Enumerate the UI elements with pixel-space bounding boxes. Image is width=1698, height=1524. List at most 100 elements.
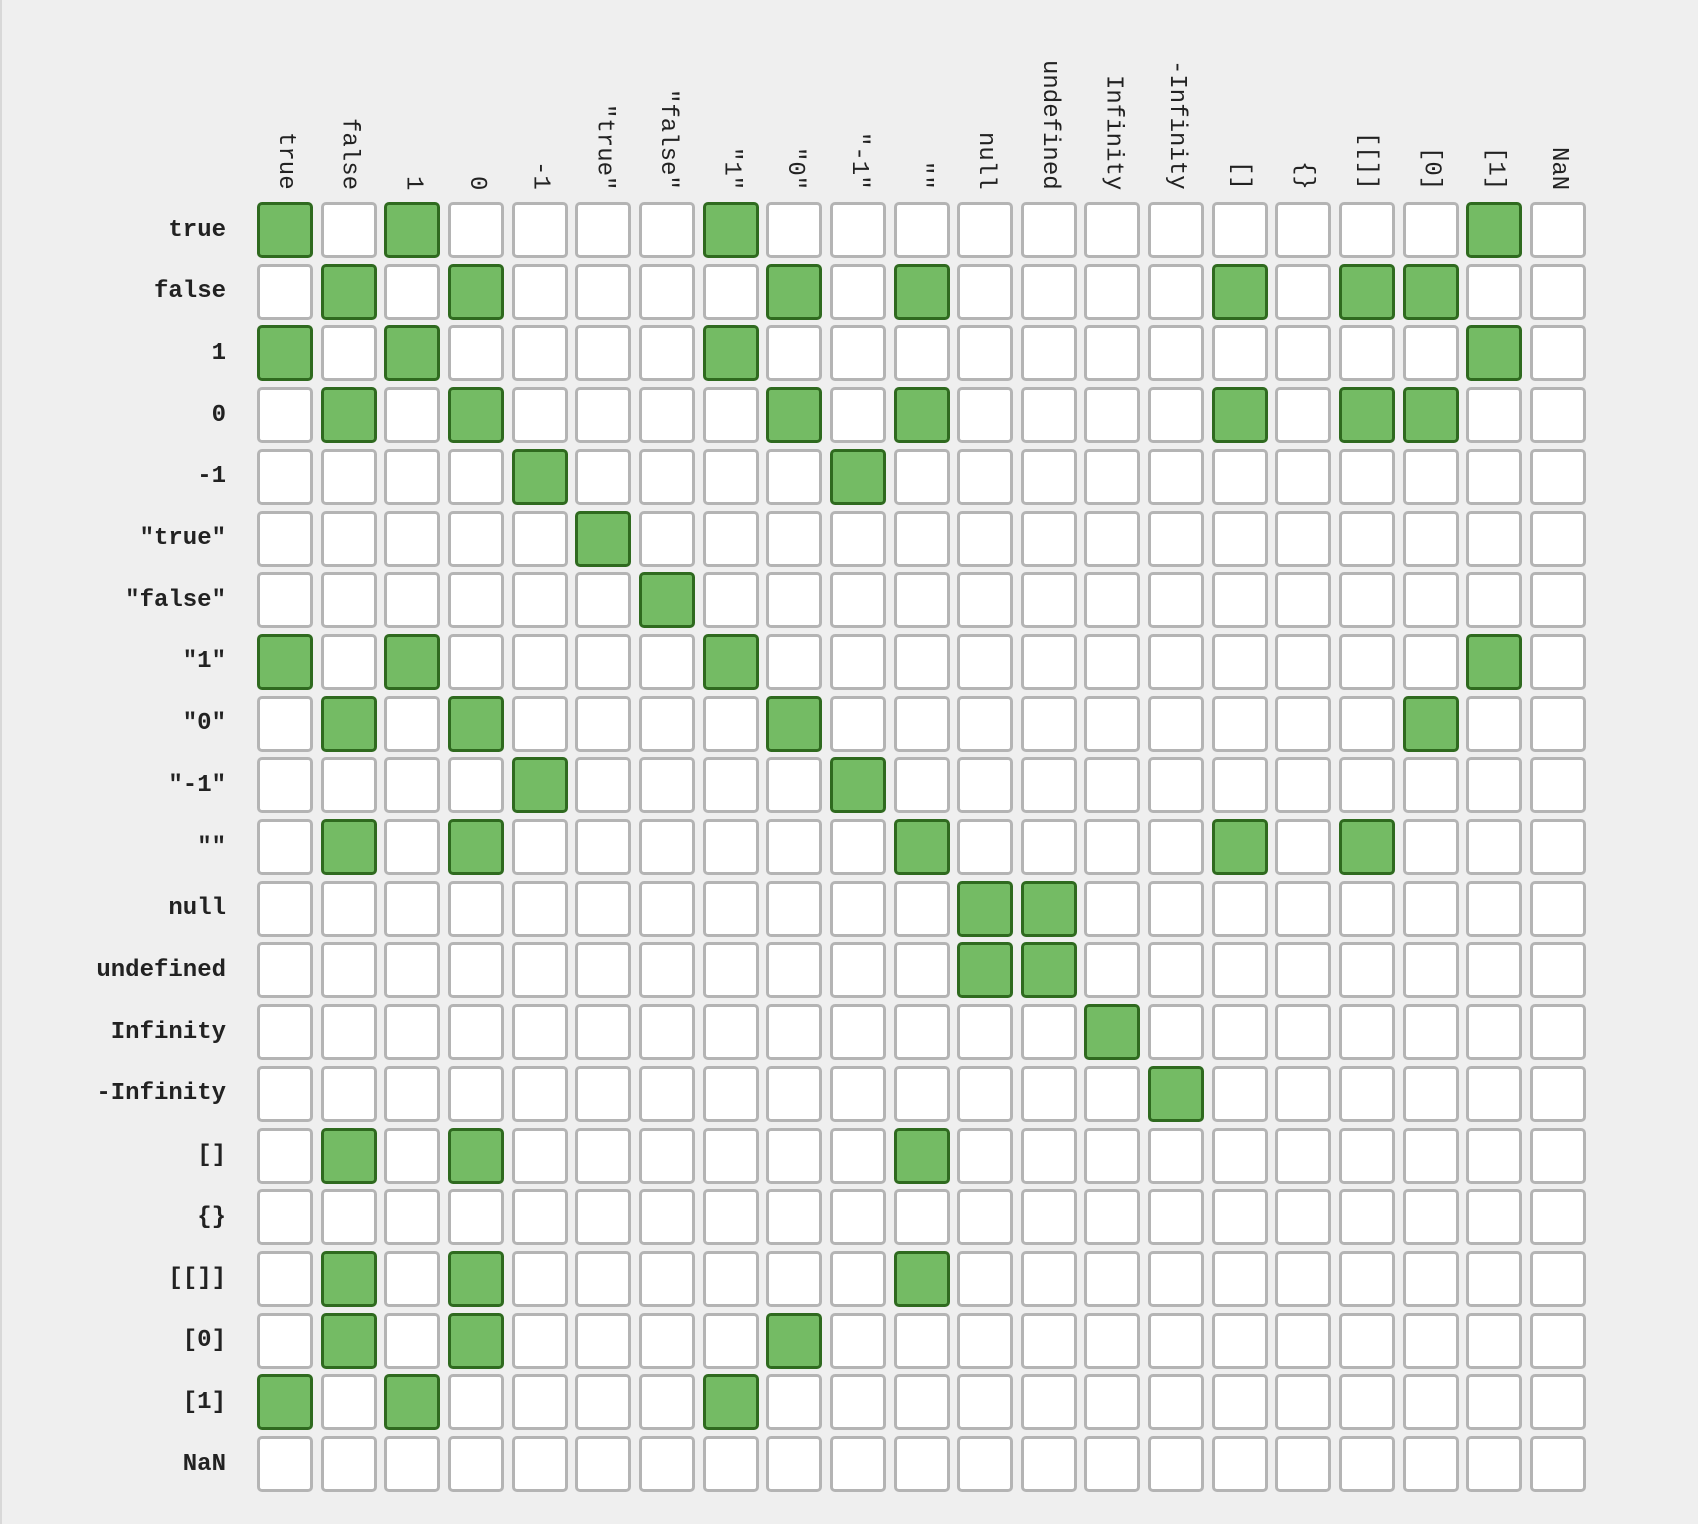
- unequal-cell: [384, 757, 441, 814]
- column-label: "true": [590, 103, 618, 190]
- unequal-cell: [447, 633, 504, 690]
- unequal-cell: [384, 572, 441, 629]
- column-header: false: [321, 20, 377, 190]
- unequal-cell: [638, 880, 695, 937]
- unequal-cell: [1084, 1374, 1141, 1431]
- unequal-cell: [1339, 510, 1396, 567]
- unequal-cell: [384, 510, 441, 567]
- unequal-cell: [1084, 757, 1141, 814]
- column-header: -1: [512, 20, 568, 190]
- unequal-cell: [1530, 819, 1586, 875]
- equal-cell: [1402, 695, 1459, 752]
- equal-cell: [1339, 387, 1396, 444]
- unequal-cell: [1084, 325, 1141, 382]
- unequal-cell: [1466, 757, 1523, 814]
- unequal-cell: [893, 1374, 950, 1431]
- column-label: "": [908, 161, 936, 190]
- row-label: [0]: [182, 1327, 226, 1355]
- unequal-cell: [1530, 1312, 1586, 1369]
- unequal-cell: [1084, 202, 1141, 258]
- row-label: "": [197, 833, 226, 861]
- unequal-cell: [957, 1127, 1014, 1184]
- column-header: "true": [575, 20, 631, 190]
- unequal-cell: [320, 448, 377, 505]
- equal-cell: [257, 202, 313, 258]
- unequal-cell: [1020, 1189, 1077, 1246]
- unequal-cell: [384, 695, 441, 752]
- equal-cell: [1148, 1065, 1205, 1122]
- unequal-cell: [1530, 695, 1586, 752]
- equal-cell: [829, 448, 886, 505]
- unequal-cell: [511, 1436, 568, 1492]
- unequal-cell: [1020, 757, 1077, 814]
- unequal-cell: [1402, 1312, 1459, 1369]
- column-header: [1]: [1466, 20, 1522, 190]
- unequal-cell: [1466, 1127, 1523, 1184]
- unequal-cell: [257, 1004, 313, 1061]
- left-edge: [0, 0, 2, 1524]
- unequal-cell: [1148, 1312, 1205, 1369]
- unequal-cell: [575, 1065, 632, 1122]
- unequal-cell: [575, 1250, 632, 1307]
- unequal-cell: [447, 757, 504, 814]
- equal-cell: [1339, 819, 1396, 875]
- unequal-cell: [1402, 202, 1459, 258]
- unequal-cell: [1466, 510, 1523, 567]
- unequal-cell: [1020, 1127, 1077, 1184]
- unequal-cell: [575, 757, 632, 814]
- unequal-cell: [638, 1127, 695, 1184]
- unequal-cell: [320, 1374, 377, 1431]
- row-label: "1": [182, 648, 226, 676]
- equal-cell: [384, 633, 441, 690]
- unequal-cell: [1530, 1189, 1586, 1246]
- equal-cell: [893, 387, 950, 444]
- unequal-cell: [384, 1189, 441, 1246]
- unequal-cell: [320, 1436, 377, 1492]
- unequal-cell: [829, 633, 886, 690]
- unequal-cell: [384, 263, 441, 320]
- unequal-cell: [1466, 1312, 1523, 1369]
- unequal-cell: [638, 325, 695, 382]
- unequal-cell: [1402, 1374, 1459, 1431]
- unequal-cell: [257, 572, 313, 629]
- unequal-cell: [257, 942, 313, 999]
- unequal-cell: [511, 1065, 568, 1122]
- unequal-cell: [893, 572, 950, 629]
- unequal-cell: [384, 1127, 441, 1184]
- unequal-cell: [447, 1065, 504, 1122]
- unequal-cell: [257, 1127, 313, 1184]
- unequal-cell: [1275, 263, 1332, 320]
- unequal-cell: [1148, 695, 1205, 752]
- unequal-cell: [1211, 1065, 1268, 1122]
- row-label: "true": [139, 525, 226, 552]
- unequal-cell: [384, 942, 441, 999]
- unequal-cell: [1211, 633, 1268, 690]
- row-label: true: [168, 216, 226, 244]
- unequal-cell: [1211, 695, 1268, 752]
- unequal-cell: [447, 1374, 504, 1431]
- column-header: []: [1212, 20, 1268, 190]
- unequal-cell: [702, 572, 759, 629]
- unequal-cell: [1084, 448, 1141, 505]
- unequal-cell: [1530, 510, 1586, 567]
- unequal-cell: [638, 695, 695, 752]
- unequal-cell: [1148, 757, 1205, 814]
- equal-cell: [766, 695, 823, 752]
- unequal-cell: [320, 942, 377, 999]
- column-label: "-1": [844, 132, 872, 190]
- unequal-cell: [893, 880, 950, 937]
- unequal-cell: [1530, 880, 1586, 937]
- unequal-cell: [511, 1312, 568, 1369]
- column-header: [0]: [1403, 20, 1459, 190]
- equal-cell: [1466, 202, 1523, 258]
- column-label: -1: [526, 161, 554, 190]
- unequal-cell: [1402, 1065, 1459, 1122]
- equal-cell: [447, 1127, 504, 1184]
- unequal-cell: [257, 1312, 313, 1369]
- unequal-cell: [575, 1189, 632, 1246]
- column-header: [[]]: [1339, 20, 1395, 190]
- equal-cell: [447, 695, 504, 752]
- unequal-cell: [1211, 1127, 1268, 1184]
- unequal-cell: [257, 448, 313, 505]
- unequal-cell: [320, 1065, 377, 1122]
